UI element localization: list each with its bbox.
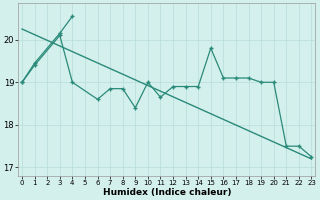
X-axis label: Humidex (Indice chaleur): Humidex (Indice chaleur) <box>102 188 231 197</box>
